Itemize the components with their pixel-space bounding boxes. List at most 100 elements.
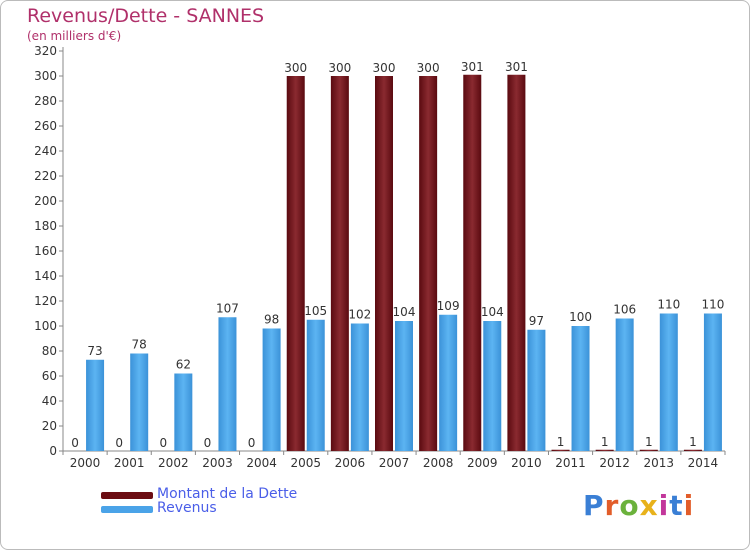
x-tick-label: 2012 bbox=[599, 456, 630, 470]
data-label-revenus: 102 bbox=[348, 308, 371, 322]
data-label-revenus: 110 bbox=[701, 298, 724, 312]
bar-dette bbox=[507, 74, 526, 451]
data-label-dette: 300 bbox=[284, 61, 307, 75]
bar-revenus bbox=[262, 328, 281, 451]
x-tick-label: 2004 bbox=[246, 456, 277, 470]
bar-revenus bbox=[439, 314, 458, 451]
y-tick-label: 80 bbox=[42, 344, 57, 358]
y-tick-label: 180 bbox=[34, 219, 57, 233]
y-tick-label: 260 bbox=[34, 119, 57, 133]
bar-revenus bbox=[527, 329, 546, 451]
data-label-revenus: 98 bbox=[264, 313, 279, 327]
bar-dette bbox=[595, 449, 614, 451]
logo-letter: t bbox=[669, 489, 684, 522]
x-tick-label: 2009 bbox=[467, 456, 498, 470]
data-label-dette: 0 bbox=[204, 436, 212, 450]
chart-subtitle: (en milliers d'€) bbox=[27, 29, 122, 43]
y-tick-label: 160 bbox=[34, 244, 57, 258]
data-label-revenus: 73 bbox=[87, 344, 102, 358]
data-label-revenus: 106 bbox=[613, 303, 636, 317]
data-label-dette: 300 bbox=[328, 61, 351, 75]
logo-letter: r bbox=[604, 489, 620, 522]
y-tick-label: 220 bbox=[34, 169, 57, 183]
chart-title: Revenus/Dette - SANNES bbox=[27, 5, 265, 27]
bar-revenus bbox=[571, 326, 590, 451]
y-tick-label: 200 bbox=[34, 194, 57, 208]
bar-revenus bbox=[174, 373, 193, 451]
bar-revenus bbox=[130, 353, 149, 451]
data-label-revenus: 62 bbox=[176, 358, 191, 372]
logo-letter: i bbox=[658, 489, 670, 522]
data-label-dette: 0 bbox=[71, 436, 79, 450]
y-tick-label: 100 bbox=[34, 319, 57, 333]
y-tick-label: 40 bbox=[42, 394, 57, 408]
bar-dette bbox=[463, 74, 482, 451]
legend-swatch-revenus bbox=[101, 506, 153, 513]
data-label-dette: 1 bbox=[557, 435, 565, 449]
data-label-revenus: 104 bbox=[481, 305, 504, 319]
data-label-dette: 301 bbox=[461, 60, 484, 74]
data-label-dette: 301 bbox=[505, 60, 528, 74]
bar-revenus bbox=[483, 321, 502, 451]
legend-label-dette: Montant de la Dette bbox=[157, 486, 298, 502]
logo-letter: i bbox=[683, 489, 695, 522]
y-tick-label: 240 bbox=[34, 144, 57, 158]
y-tick-label: 0 bbox=[49, 444, 57, 458]
data-label-revenus: 104 bbox=[393, 305, 416, 319]
logo-letter: o bbox=[619, 489, 640, 522]
bar-revenus bbox=[306, 319, 325, 451]
x-tick-label: 2002 bbox=[158, 456, 189, 470]
data-label-revenus: 105 bbox=[304, 304, 327, 318]
bar-dette bbox=[683, 449, 702, 451]
data-label-dette: 1 bbox=[645, 435, 653, 449]
x-tick-label: 2008 bbox=[423, 456, 454, 470]
x-tick-label: 2001 bbox=[114, 456, 145, 470]
y-tick-label: 20 bbox=[42, 419, 57, 433]
x-tick-label: 2005 bbox=[290, 456, 321, 470]
data-label-dette: 0 bbox=[115, 436, 123, 450]
bar-revenus bbox=[659, 313, 678, 451]
y-tick-label: 280 bbox=[34, 94, 57, 108]
x-tick-label: 2006 bbox=[335, 456, 366, 470]
y-tick-label: 320 bbox=[34, 44, 57, 58]
bar-dette bbox=[330, 76, 349, 451]
y-tick-label: 60 bbox=[42, 369, 57, 383]
logo-letter: P bbox=[583, 489, 605, 522]
x-tick-label: 2013 bbox=[644, 456, 675, 470]
x-tick-label: 2007 bbox=[379, 456, 410, 470]
legend-label-revenus: Revenus bbox=[157, 500, 217, 516]
data-label-revenus: 107 bbox=[216, 301, 239, 315]
bar-dette bbox=[286, 76, 305, 451]
bar-revenus bbox=[703, 313, 722, 451]
data-label-dette: 1 bbox=[601, 435, 609, 449]
bar-dette bbox=[375, 76, 393, 451]
x-tick-label: 2003 bbox=[202, 456, 233, 470]
logo-letter: x bbox=[639, 489, 659, 522]
data-label-revenus: 109 bbox=[437, 299, 460, 313]
x-tick-label: 2000 bbox=[70, 456, 101, 470]
y-tick-label: 140 bbox=[34, 269, 57, 283]
bar-revenus bbox=[615, 318, 634, 451]
bar-dette bbox=[419, 76, 438, 451]
data-label-revenus: 78 bbox=[132, 338, 147, 352]
y-tick-label: 120 bbox=[34, 294, 57, 308]
y-tick-label: 300 bbox=[34, 69, 57, 83]
bar-revenus bbox=[86, 359, 105, 451]
data-label-dette: 1 bbox=[689, 435, 697, 449]
x-tick-label: 2010 bbox=[511, 456, 542, 470]
data-label-revenus: 97 bbox=[529, 314, 544, 328]
data-label-dette: 0 bbox=[160, 436, 168, 450]
legend-swatch-dette bbox=[101, 492, 153, 499]
bar-revenus bbox=[395, 321, 413, 451]
data-label-dette: 0 bbox=[248, 436, 256, 450]
bar-revenus bbox=[218, 317, 237, 451]
bar-dette bbox=[551, 449, 570, 451]
proxiti-logo: Proxiti bbox=[583, 489, 694, 522]
data-label-revenus: 100 bbox=[569, 310, 592, 324]
x-tick-label: 2011 bbox=[555, 456, 586, 470]
x-tick-label: 2014 bbox=[688, 456, 719, 470]
data-label-dette: 300 bbox=[373, 61, 396, 75]
data-label-revenus: 110 bbox=[657, 298, 680, 312]
